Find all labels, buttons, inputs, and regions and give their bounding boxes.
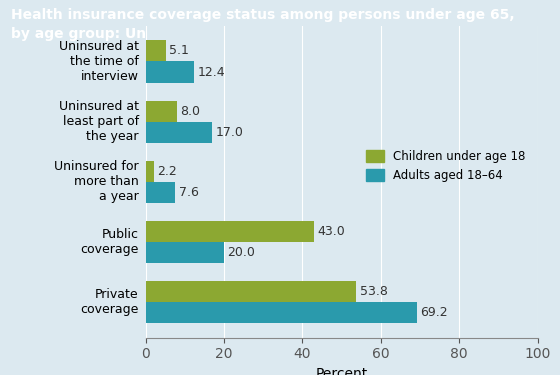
Bar <box>146 182 175 203</box>
Text: 17.0: 17.0 <box>216 126 243 139</box>
Bar <box>146 242 224 263</box>
Text: 12.4: 12.4 <box>197 66 225 78</box>
Text: 69.2: 69.2 <box>420 306 447 320</box>
Bar <box>146 302 417 323</box>
Text: 20.0: 20.0 <box>227 246 255 259</box>
Bar <box>146 40 166 62</box>
Text: Health insurance coverage status among persons under age 65,
by age group: Unite: Health insurance coverage status among p… <box>11 8 515 40</box>
Text: 43.0: 43.0 <box>318 225 345 238</box>
Text: 7.6: 7.6 <box>179 186 198 199</box>
Text: 5.1: 5.1 <box>169 44 189 57</box>
X-axis label: Percent: Percent <box>315 367 368 375</box>
Text: 8.0: 8.0 <box>180 105 200 118</box>
Bar <box>146 281 357 302</box>
Text: 2.2: 2.2 <box>157 165 177 178</box>
Bar <box>146 100 177 122</box>
Bar <box>146 122 212 143</box>
Text: 53.8: 53.8 <box>360 285 388 298</box>
Bar <box>146 221 314 242</box>
Bar <box>146 161 154 182</box>
Bar <box>146 62 194 82</box>
Legend: Children under age 18, Adults aged 18–64: Children under age 18, Adults aged 18–64 <box>361 144 531 188</box>
